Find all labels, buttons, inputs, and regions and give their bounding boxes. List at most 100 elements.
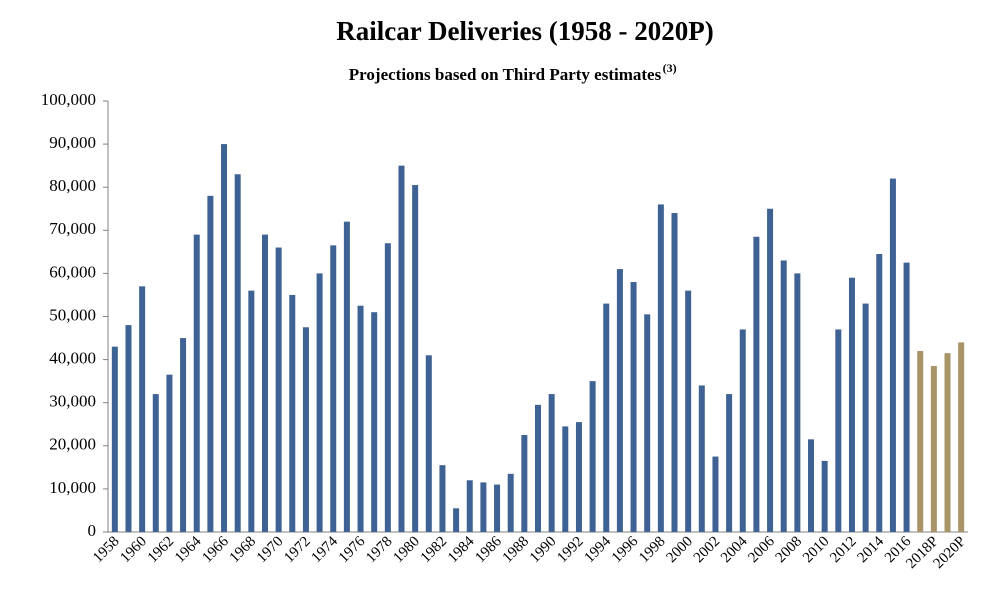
- bar: [630, 282, 637, 532]
- x-tick-label: 1992: [554, 534, 587, 567]
- bar: [767, 208, 774, 532]
- bar: [835, 329, 842, 532]
- bar: [371, 312, 378, 532]
- bar: [234, 174, 241, 532]
- bar: [453, 508, 460, 532]
- x-tick-label: 1982: [418, 534, 451, 567]
- x-tick-label: 1986: [472, 533, 505, 566]
- bar: [671, 213, 678, 532]
- bar: [289, 294, 296, 532]
- x-tick-label: 2020P: [931, 534, 969, 572]
- bar: [712, 456, 719, 532]
- x-tick-label: 1980: [390, 534, 423, 567]
- x-tick-label: 1962: [145, 534, 178, 567]
- bar: [808, 439, 815, 532]
- x-tick-label: 1994: [582, 533, 615, 566]
- x-tick-label: 1968: [227, 534, 260, 567]
- bar: [903, 262, 910, 532]
- x-tick-label: 1990: [527, 534, 560, 567]
- bar: [480, 482, 487, 532]
- y-tick-label: 70,000: [49, 219, 96, 238]
- x-tick-label: 1972: [281, 534, 314, 567]
- bar: [876, 254, 883, 532]
- bar: [357, 305, 364, 532]
- bar: [207, 195, 214, 532]
- x-tick-label: 2008: [773, 534, 806, 567]
- bar: [698, 385, 705, 532]
- bar: [821, 460, 828, 532]
- bar: [425, 355, 432, 532]
- bar: [221, 144, 228, 532]
- bar: [521, 435, 528, 532]
- x-tick-label: 1964: [172, 533, 205, 566]
- bar: [575, 422, 582, 532]
- y-tick-label: 90,000: [49, 133, 96, 152]
- x-tick-label: 1978: [363, 534, 396, 567]
- x-tick-label: 1988: [500, 534, 533, 567]
- chart-subtitle: Projections based on Third Party estimat…: [349, 65, 662, 84]
- subtitle-note: (3): [663, 61, 677, 75]
- bar: [644, 314, 651, 532]
- bar: [535, 404, 541, 532]
- bar: [439, 465, 446, 532]
- bar: [384, 243, 391, 533]
- y-tick-label: 80,000: [49, 176, 96, 195]
- bar: [302, 327, 309, 532]
- bar: [275, 247, 282, 533]
- x-tick-label: 1996: [609, 533, 642, 566]
- bar: [616, 269, 623, 532]
- chart-title: Railcar Deliveries (1958 - 2020P): [336, 16, 713, 46]
- bar: [193, 234, 200, 533]
- bar: [548, 394, 555, 532]
- y-tick-label: 10,000: [49, 478, 96, 497]
- x-tick-label: 2010: [800, 534, 833, 567]
- y-tick-label: 20,000: [49, 435, 96, 454]
- bar: [739, 329, 746, 532]
- bar: [562, 426, 569, 532]
- y-tick-label: 0: [88, 521, 97, 540]
- bar: [848, 277, 855, 532]
- bar: [330, 245, 337, 532]
- bar: [589, 381, 596, 532]
- bar: [180, 338, 187, 532]
- x-tick-label: 1998: [636, 534, 669, 567]
- bar: [794, 273, 801, 532]
- bar: [862, 303, 869, 532]
- bar: [139, 286, 146, 532]
- bar: [398, 165, 405, 532]
- bar: [466, 480, 473, 532]
- y-tick-label: 100,000: [41, 90, 96, 109]
- bar: [125, 325, 132, 532]
- x-tick-label: 1966: [199, 533, 232, 566]
- y-tick-label: 30,000: [49, 392, 96, 411]
- bar: [889, 178, 896, 532]
- bar: [685, 290, 692, 532]
- bar: [726, 394, 733, 532]
- x-tick-label: 2000: [663, 534, 696, 567]
- bar: [657, 204, 664, 532]
- bar: [507, 473, 514, 532]
- bar: [780, 260, 787, 532]
- bar: [603, 303, 610, 532]
- y-tick-label: 50,000: [49, 305, 96, 324]
- bar: [917, 350, 924, 532]
- y-tick-label: 60,000: [49, 262, 96, 281]
- bar: [412, 185, 419, 533]
- x-tick-label: 1984: [445, 533, 478, 566]
- x-tick-label: 2012: [827, 534, 860, 567]
- bar: [343, 221, 350, 532]
- bar: [958, 342, 965, 532]
- x-tick-label: 2004: [718, 533, 751, 566]
- bar: [316, 273, 323, 532]
- bar: [152, 394, 159, 532]
- x-tick-label: 1970: [254, 534, 287, 567]
- x-tick-label: 2006: [745, 533, 778, 566]
- bar: [753, 236, 760, 532]
- x-tick-label: 1960: [117, 534, 150, 567]
- x-tick-label: 1974: [309, 533, 342, 566]
- x-tick-label: 1976: [336, 533, 369, 566]
- bar: [248, 290, 255, 532]
- bar: [930, 366, 937, 532]
- x-tick-label: 2002: [691, 534, 724, 567]
